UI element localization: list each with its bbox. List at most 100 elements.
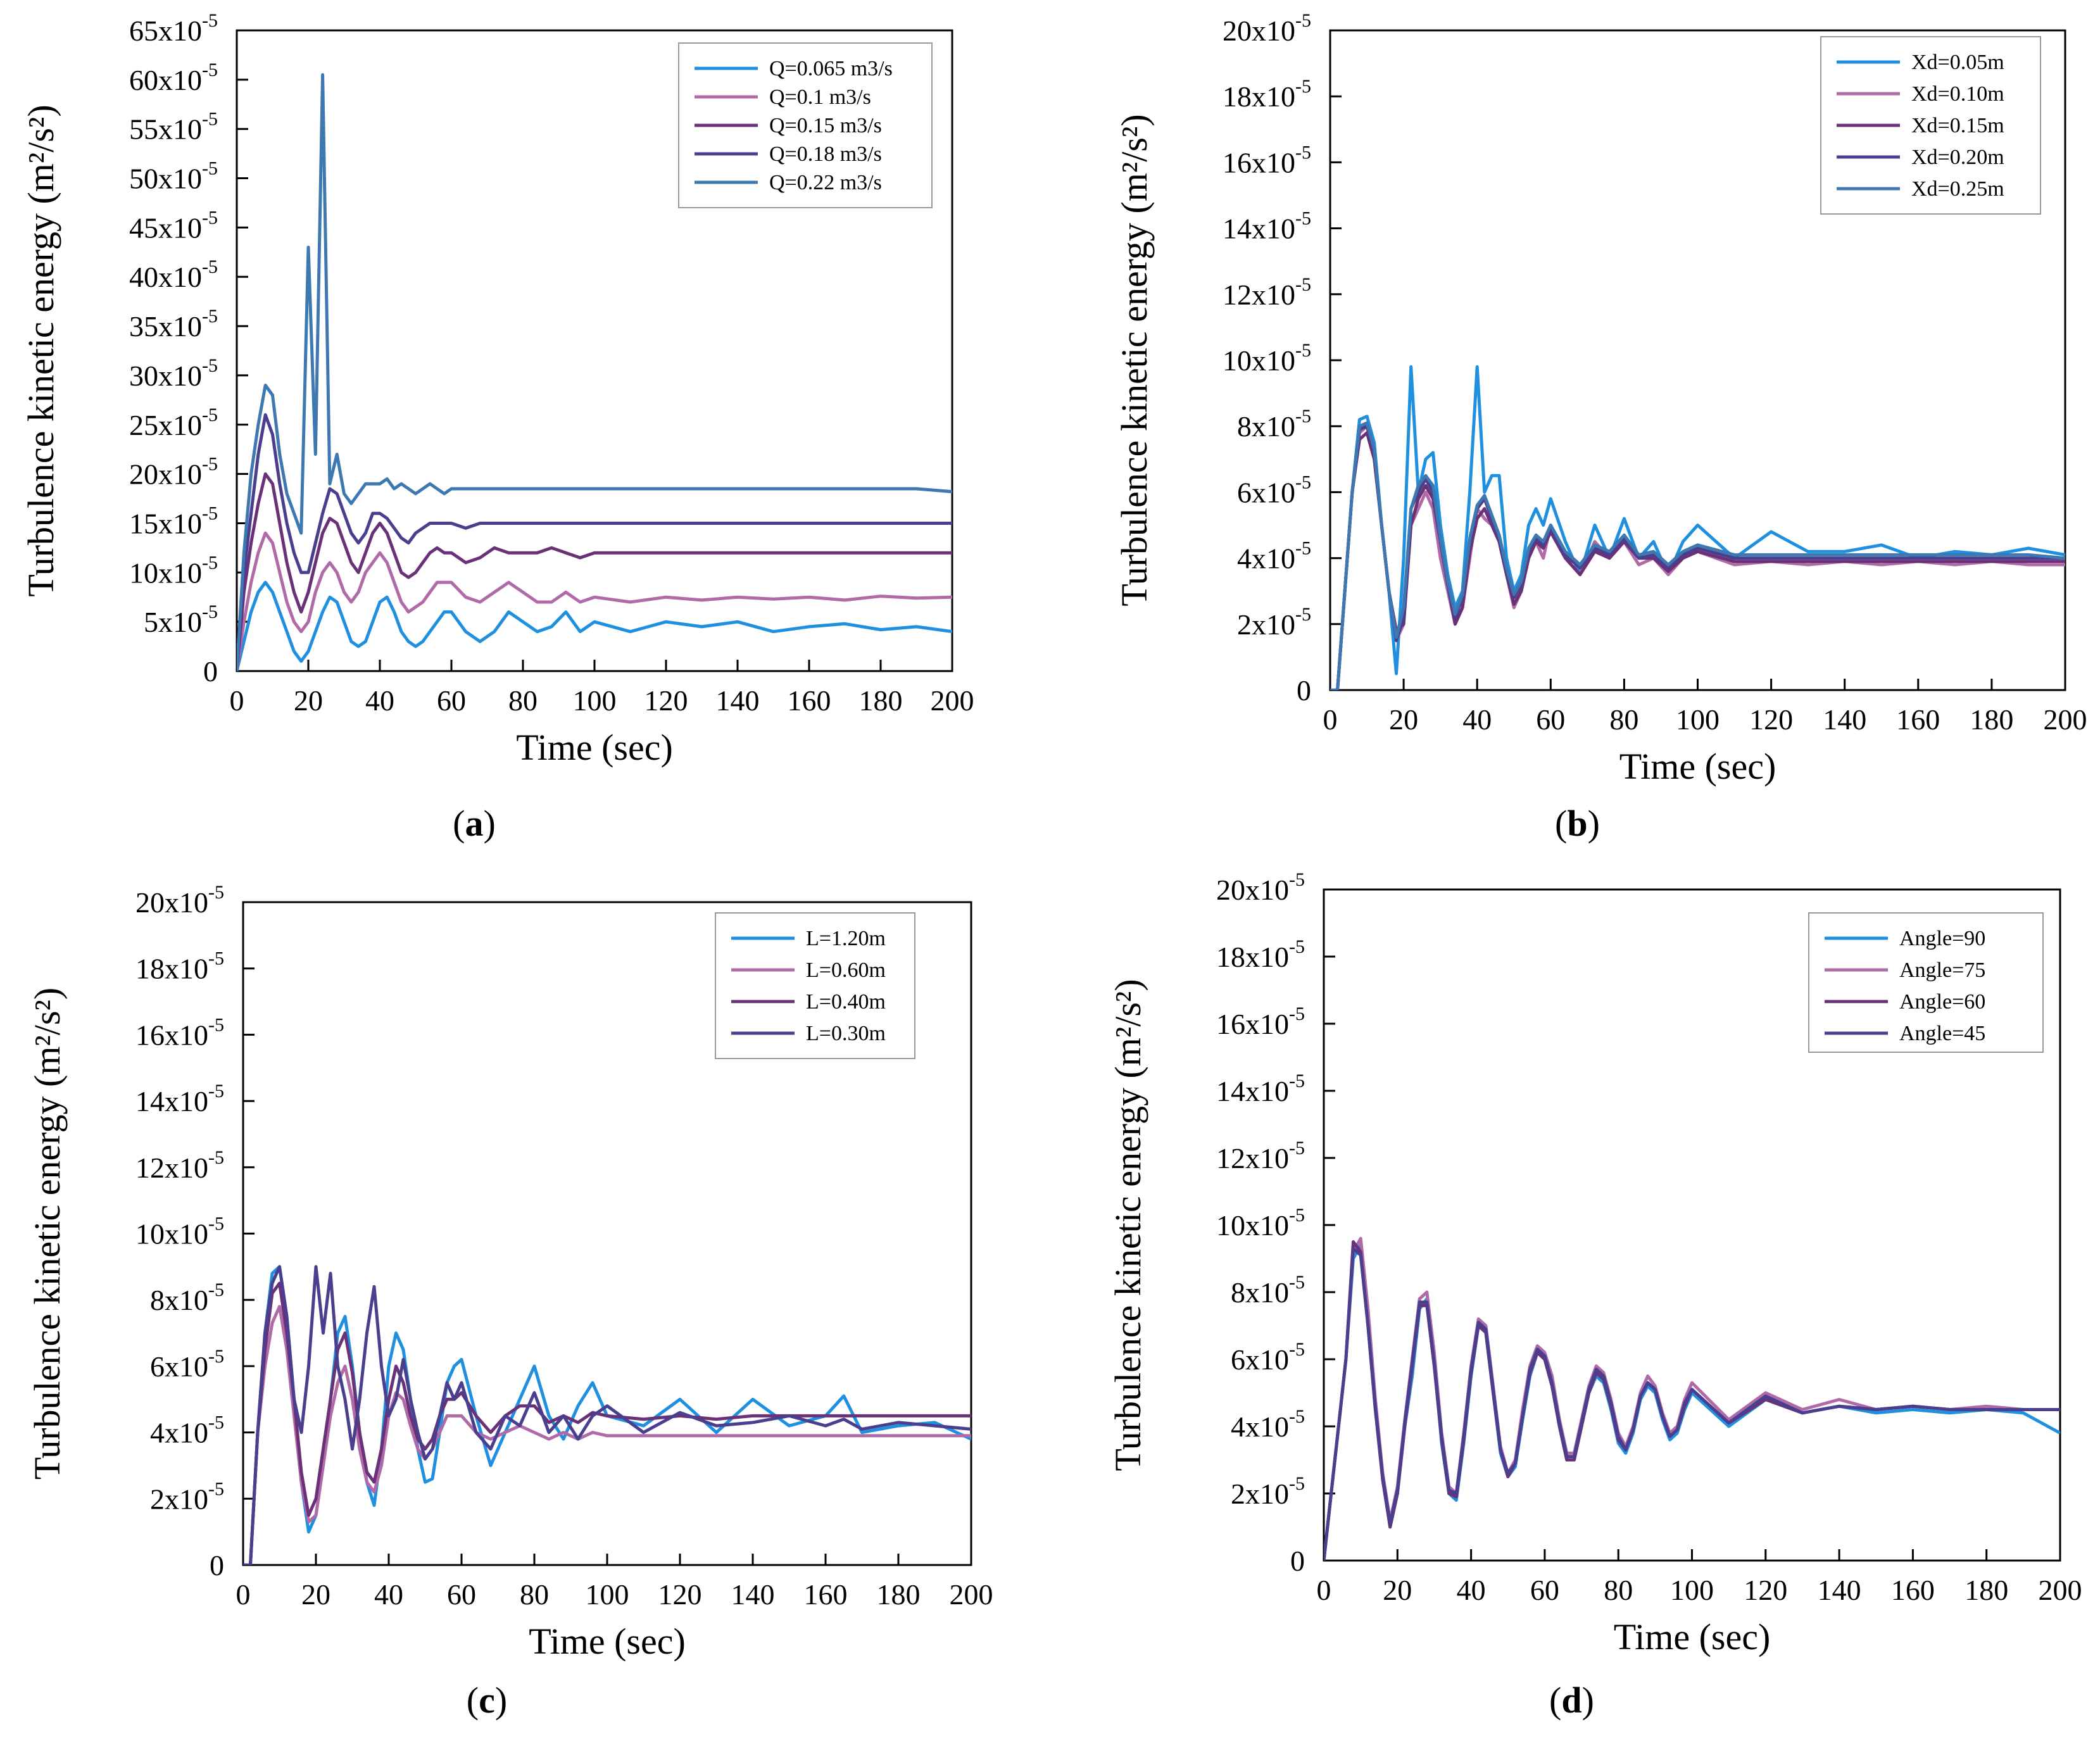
panel-label: (d) xyxy=(1549,1680,1594,1721)
y-tick-multiplier: x10 xyxy=(158,409,202,441)
y-tick-multiplier: x10 xyxy=(165,1284,208,1316)
legend-label: Angle=45 xyxy=(1899,1022,1985,1045)
y-tick-value: 16 xyxy=(1216,1008,1245,1040)
y-tick-value: 5 xyxy=(144,606,158,638)
y-tick-label: 14x10-5 xyxy=(1223,208,1311,245)
y-tick-exponent: -5 xyxy=(1295,406,1311,427)
y-tick-multiplier: x10 xyxy=(165,886,208,919)
y-tick-value: 4 xyxy=(150,1417,165,1449)
legend-label: L=0.30m xyxy=(806,1022,886,1045)
x-axis-title: Time (sec) xyxy=(529,1621,686,1662)
series-line-2 xyxy=(1324,1236,2060,1561)
y-tick-value: 2 xyxy=(1231,1478,1245,1510)
y-tick-multiplier: x10 xyxy=(158,310,202,343)
y-tick-value: 12 xyxy=(135,1152,165,1184)
y-tick-exponent: -5 xyxy=(1295,604,1311,625)
y-axis-title: Turbulence kinetic energy (m²/s²) xyxy=(1107,979,1148,1471)
x-tick-label: 0 xyxy=(1323,703,1338,736)
y-tick-exponent: -5 xyxy=(202,10,218,31)
y-tick-exponent: -5 xyxy=(1295,340,1311,361)
y-tick-multiplier: x10 xyxy=(158,211,202,244)
y-tick-value: 25 xyxy=(129,409,158,441)
legend-label: Q=0.18 m3/s xyxy=(769,142,882,166)
y-tick-multiplier: x10 xyxy=(165,1152,208,1184)
panel-label: (b) xyxy=(1555,803,1600,844)
x-tick-label: 100 xyxy=(1670,1574,1714,1606)
x-tick-label: 60 xyxy=(1536,703,1565,736)
y-tick-exponent: -5 xyxy=(1295,274,1311,295)
y-tick-exponent: -5 xyxy=(1289,869,1305,890)
series-line-3 xyxy=(243,1281,971,1565)
x-tick-label: 20 xyxy=(294,684,323,717)
y-tick-label: 0 xyxy=(1297,674,1311,707)
y-tick-label: 2x10-5 xyxy=(1231,1473,1305,1510)
y-tick-exponent: -5 xyxy=(1295,142,1311,163)
x-tick-label: 140 xyxy=(1818,1574,1861,1606)
x-tick-label: 200 xyxy=(2039,1574,2082,1606)
x-tick-label: 120 xyxy=(644,684,688,717)
y-tick-exponent: -5 xyxy=(208,948,224,969)
y-tick-label: 16x10-5 xyxy=(135,1014,224,1051)
y-tick-multiplier: x10 xyxy=(165,1350,208,1383)
x-tick-label: 40 xyxy=(374,1578,403,1611)
x-tick-label: 40 xyxy=(1462,703,1492,736)
y-tick-exponent: -5 xyxy=(202,454,218,475)
x-tick-label: 60 xyxy=(447,1578,476,1611)
series-line-4 xyxy=(1324,1247,2060,1561)
y-tick-label: 14x10-5 xyxy=(135,1081,224,1117)
x-tick-label: 160 xyxy=(1891,1574,1935,1606)
y-tick-exponent: -5 xyxy=(208,1147,224,1168)
y-tick-value: 20 xyxy=(1216,874,1245,906)
y-tick-multiplier: x10 xyxy=(158,507,202,539)
x-tick-label: 200 xyxy=(950,1578,993,1611)
y-tick-exponent: -5 xyxy=(208,1279,224,1300)
y-tick-label: 20x10-5 xyxy=(129,454,218,491)
y-tick-value: 8 xyxy=(150,1284,165,1316)
x-tick-label: 120 xyxy=(1744,1574,1787,1606)
y-tick-value: 4 xyxy=(1231,1411,1245,1443)
y-tick-label: 18x10-5 xyxy=(135,948,224,985)
y-tick-label: 2x10-5 xyxy=(150,1478,224,1515)
y-tick-exponent: -5 xyxy=(1289,1003,1305,1024)
series-line-2 xyxy=(243,1305,971,1565)
y-tick-label: 20x10-5 xyxy=(1223,10,1311,47)
panel-letter: c xyxy=(479,1680,495,1721)
y-tick-value: 20 xyxy=(1223,15,1252,47)
y-tick-multiplier: x10 xyxy=(1245,1142,1289,1174)
x-tick-label: 40 xyxy=(365,684,394,717)
y-tick-value: 12 xyxy=(1216,1142,1245,1174)
x-axis-title: Time (sec) xyxy=(1619,746,1776,787)
y-tick-label: 65x10-5 xyxy=(129,10,218,47)
y-tick-value: 18 xyxy=(1223,80,1252,113)
y-tick-exponent: -5 xyxy=(208,882,224,903)
y-tick-multiplier: x10 xyxy=(165,1019,208,1051)
x-tick-label: 180 xyxy=(1965,1574,2008,1606)
y-tick-multiplier: x10 xyxy=(158,163,202,195)
y-tick-label: 4x10-5 xyxy=(1237,538,1311,575)
y-tick-value: 15 xyxy=(129,507,158,539)
series-line-4 xyxy=(237,413,952,671)
legend-label: L=0.40m xyxy=(806,990,886,1014)
y-tick-value: 14 xyxy=(1216,1075,1245,1107)
x-tick-label: 60 xyxy=(1530,1574,1559,1606)
x-tick-label: 180 xyxy=(859,684,903,717)
y-tick-exponent: -5 xyxy=(1295,208,1311,229)
y-tick-value: 10 xyxy=(1216,1209,1245,1241)
y-tick-value: 10 xyxy=(129,556,158,589)
series-line-4 xyxy=(243,1265,971,1565)
y-tick-exponent: -5 xyxy=(208,1478,224,1499)
y-tick-multiplier: x10 xyxy=(158,606,202,638)
x-tick-label: 140 xyxy=(731,1578,775,1611)
y-tick-exponent: -5 xyxy=(1289,1473,1305,1494)
panel-label: (c) xyxy=(467,1680,507,1721)
y-tick-label: 35x10-5 xyxy=(129,306,218,343)
y-tick-multiplier: x10 xyxy=(1245,1478,1289,1510)
legend-label: Q=0.15 m3/s xyxy=(769,114,882,137)
y-tick-multiplier: x10 xyxy=(1245,874,1289,906)
panel-letter: d xyxy=(1561,1680,1581,1721)
y-tick-multiplier: x10 xyxy=(165,1085,208,1117)
y-tick-label: 18x10-5 xyxy=(1216,936,1305,973)
y-tick-exponent: -5 xyxy=(1289,1138,1305,1159)
y-tick-exponent: -5 xyxy=(202,256,218,277)
